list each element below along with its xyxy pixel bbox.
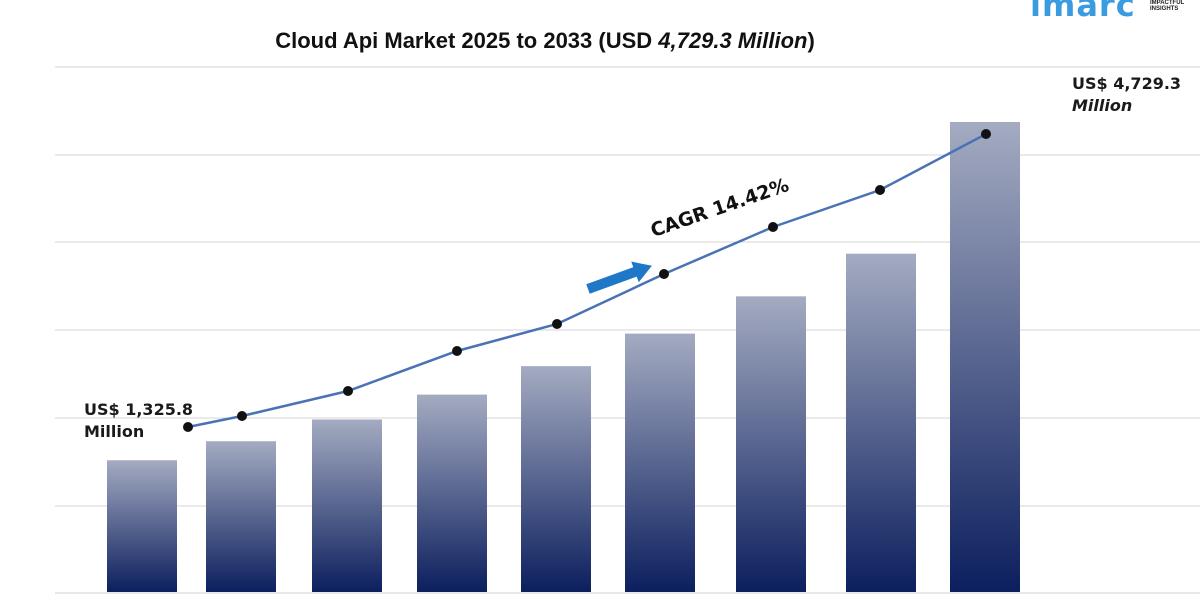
trend-marker-2031: [768, 222, 778, 232]
trend-marker-2028: [452, 346, 462, 356]
bar-2027: [312, 419, 382, 592]
trend-marker-2033: [981, 129, 991, 139]
bar-2030: [625, 333, 695, 592]
bar-2026: [206, 441, 276, 592]
imarc-logo-tagline: IMPACTFUL INSIGHTS: [1150, 0, 1185, 12]
trend-marker-2029: [552, 319, 562, 329]
start-value-label: US$ 1,325.8 Million: [84, 399, 193, 443]
chart-title: Cloud Api Market 2025 to 2033 (USD 4,729…: [0, 28, 1090, 54]
end-value-label: US$ 4,729.3 Million: [1072, 73, 1181, 117]
end-value-line2: Million: [1072, 96, 1133, 115]
chart-title-value: 4,729.3 Million: [658, 28, 808, 53]
end-value-line1: US$ 4,729.3: [1072, 74, 1182, 93]
bar-2033: [950, 122, 1020, 592]
cagr-arrow-icon: [586, 261, 652, 294]
bar-2025: [107, 460, 177, 592]
trend-marker-2025: [183, 422, 193, 432]
trend-marker-2027: [343, 386, 353, 396]
start-value-line2: Million: [84, 422, 145, 441]
bar-2028: [417, 394, 487, 592]
imarc-logo: imarc: [1030, 0, 1136, 24]
bar-2032: [846, 253, 916, 593]
chart-title-close: ): [807, 28, 815, 53]
chart-title-main: Cloud Api Market 2025 to 2033 (USD: [275, 28, 659, 53]
start-value-line1: US$ 1,325.8: [84, 400, 194, 419]
trend-marker-2026: [237, 411, 247, 421]
bar-2031: [736, 296, 806, 592]
trend-marker-2030: [659, 269, 669, 279]
trend-marker-2032: [875, 185, 885, 195]
bar-2029: [521, 366, 591, 592]
